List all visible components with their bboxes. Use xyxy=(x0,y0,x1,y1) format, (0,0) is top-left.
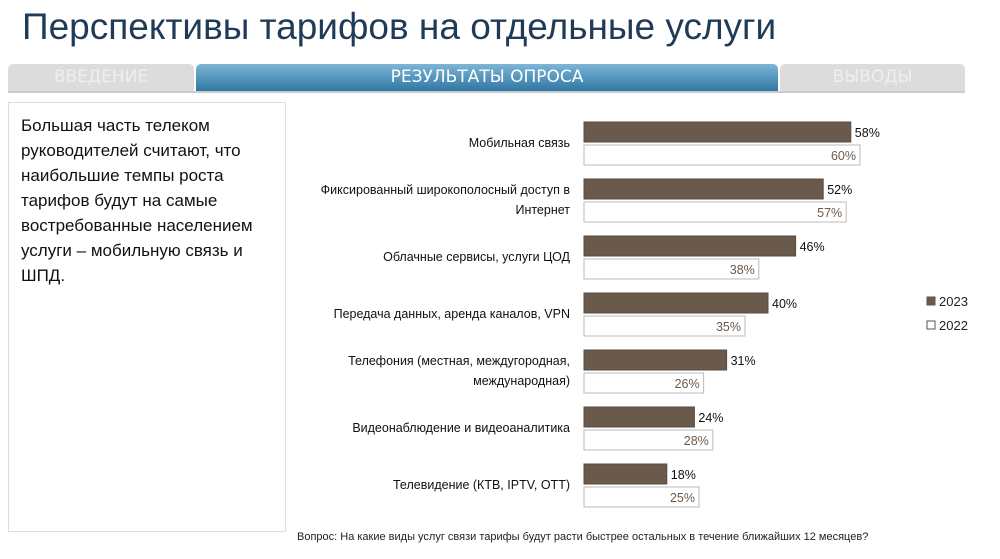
bar-2022 xyxy=(583,429,714,451)
data-label: 26% xyxy=(675,377,700,391)
bar-2022 xyxy=(583,201,847,223)
category-label: Облачные сервисы, услуги ЦОД xyxy=(383,250,570,264)
data-label: 40% xyxy=(772,297,797,311)
bar-2022 xyxy=(583,486,700,508)
bar-2023 xyxy=(583,292,769,314)
tab-bar: ВВЕДЕНИЕ РЕЗУЛЬТАТЫ ОПРОСА ВЫВОДЫ xyxy=(8,64,965,93)
category-label: Мобильная связь xyxy=(469,136,570,150)
bar-2023 xyxy=(583,178,824,200)
category-label: Телефония (местная, междугородная, xyxy=(348,354,570,368)
data-label: 18% xyxy=(671,468,696,482)
bar-2023 xyxy=(583,463,668,485)
data-label: 46% xyxy=(800,240,825,254)
bar-2023 xyxy=(583,235,797,257)
tab-survey-results[interactable]: РЕЗУЛЬТАТЫ ОПРОСА xyxy=(196,64,778,91)
data-label: 58% xyxy=(855,126,880,140)
data-label: 52% xyxy=(827,183,852,197)
bar-2023 xyxy=(583,349,728,371)
bar-2023 xyxy=(583,121,852,143)
category-label: международная) xyxy=(473,374,570,388)
bar-2023 xyxy=(583,406,695,428)
data-label: 35% xyxy=(716,320,741,334)
page-title: Перспективы тарифов на отдельные услуги xyxy=(22,6,777,47)
category-label: Передача данных, аренда каналов, VPN xyxy=(334,307,570,321)
tab-conclusions[interactable]: ВЫВОДЫ xyxy=(780,64,965,91)
legend-label: 2022 xyxy=(939,318,968,333)
legend-label: 2023 xyxy=(939,294,968,309)
bar-2022 xyxy=(583,315,746,337)
data-label: 28% xyxy=(684,434,709,448)
category-label: Интернет xyxy=(515,203,570,217)
data-label: 24% xyxy=(698,411,723,425)
legend-swatch-2023 xyxy=(926,296,936,306)
category-label: Телевидение (КТВ, IPTV, ОТТ) xyxy=(393,478,570,492)
survey-question: Вопрос: На какие виды услуг связи тарифы… xyxy=(297,531,869,543)
data-label: 57% xyxy=(817,206,842,220)
tab-intro[interactable]: ВВЕДЕНИЕ xyxy=(8,64,194,91)
legend-swatch-2022 xyxy=(926,320,936,330)
category-label: Фиксированный широкополосный доступ в xyxy=(321,183,571,197)
bar-2022 xyxy=(583,372,705,394)
data-label: 31% xyxy=(731,354,756,368)
bar-2022 xyxy=(583,144,861,166)
bar-2022 xyxy=(583,258,760,280)
data-label: 25% xyxy=(670,491,695,505)
data-label: 60% xyxy=(831,149,856,163)
data-label: 38% xyxy=(730,263,755,277)
summary-text: Большая часть телеком руководителей счит… xyxy=(8,102,286,532)
category-label: Видеонаблюдение и видеоаналитика xyxy=(352,421,570,435)
